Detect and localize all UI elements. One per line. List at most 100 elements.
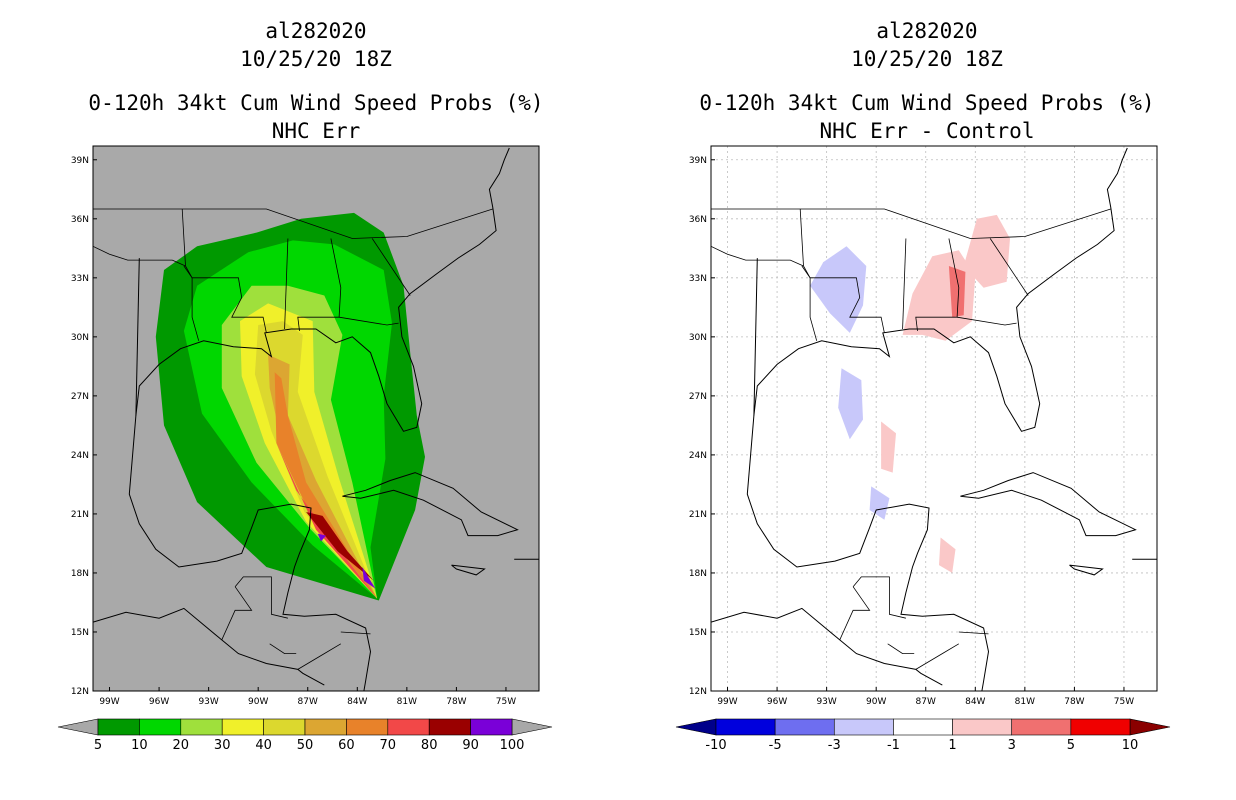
right-colorbar-swatch bbox=[952, 718, 1013, 736]
left-lon-tick-label: 99W bbox=[99, 697, 119, 707]
right-border bbox=[711, 208, 1111, 239]
left-lon-tick-label: 78W bbox=[446, 697, 466, 707]
right-colorbar-swatch bbox=[715, 718, 776, 736]
left-border bbox=[371, 238, 411, 296]
left-lat-tick-label: 30N bbox=[71, 333, 89, 343]
left-lon-tick-label: 87W bbox=[298, 697, 318, 707]
left-lon-tick-label: 93W bbox=[198, 697, 218, 707]
left-colorbar-label: 90 bbox=[462, 738, 479, 753]
right-datetime: 10/25/20 18Z bbox=[851, 47, 1003, 71]
right-border bbox=[957, 316, 1017, 326]
left-coastline bbox=[514, 558, 539, 573]
left-coastlines bbox=[93, 147, 539, 691]
right-axis-ticks: 39N 36N 33N 30N 27N 24N 21N 18N 15N 12N 99W 96W 93W 9… bbox=[689, 156, 1134, 707]
right-colorbar-swatch bbox=[893, 718, 953, 736]
right-subtitle: NHC Err - Control bbox=[820, 119, 1035, 143]
difference-region bbox=[948, 266, 966, 318]
left-lat-tick-label: 39N bbox=[71, 156, 89, 166]
right-colorbar-label: -10 bbox=[705, 738, 726, 753]
right-lon-tick-label: 96W bbox=[767, 697, 787, 707]
right-lat-tick-label: 15N bbox=[689, 628, 707, 638]
right-colorbar-label: -1 bbox=[887, 738, 900, 753]
right-colorbar-label: 10 bbox=[1122, 738, 1139, 753]
left-colorbar-swatch bbox=[97, 718, 140, 736]
right-lon-tick-label: 99W bbox=[717, 697, 737, 707]
left-colorbar-swatch bbox=[428, 718, 471, 736]
left-border bbox=[340, 631, 371, 635]
left-colorbar-swatch bbox=[304, 718, 347, 736]
right-border bbox=[799, 208, 818, 341]
left-colorbar-swatch bbox=[180, 718, 223, 736]
left-border bbox=[93, 245, 186, 267]
right-lat-tick-label: 12N bbox=[689, 687, 707, 697]
right-lat-tick-label: 21N bbox=[689, 510, 707, 520]
difference-regions bbox=[810, 214, 1010, 573]
left-lat-tick-label: 18N bbox=[71, 569, 89, 579]
right-lon-tick-label: 78W bbox=[1064, 697, 1084, 707]
left-colorbar-swatch bbox=[221, 718, 264, 736]
right-lat-tick-label: 33N bbox=[689, 274, 707, 284]
probability-contour-90-spot bbox=[317, 533, 326, 542]
left-border bbox=[234, 576, 288, 619]
left-lon-tick-label: 90W bbox=[248, 697, 268, 707]
right-storm-id: al282020 bbox=[876, 19, 977, 43]
right-coastline bbox=[746, 258, 990, 691]
left-colorbar-label: 40 bbox=[255, 738, 272, 753]
left-border bbox=[93, 208, 493, 239]
right-colorbar-under-arrow bbox=[675, 718, 717, 736]
right-colorbar-over-arrow bbox=[1129, 718, 1171, 736]
probability-contours bbox=[155, 212, 426, 601]
left-coastline bbox=[135, 147, 510, 432]
left-colorbar-label: 100 bbox=[500, 738, 525, 753]
left-border bbox=[297, 643, 342, 670]
right-lon-tick-label: 87W bbox=[916, 697, 936, 707]
right-border bbox=[902, 238, 907, 330]
right-lat-tick-label: 39N bbox=[689, 156, 707, 166]
left-colorbar-label: 20 bbox=[173, 738, 190, 753]
difference-region bbox=[838, 368, 863, 440]
right-colorbar-swatch bbox=[833, 718, 894, 736]
right-colorbar-label: 1 bbox=[948, 738, 956, 753]
right-coastline bbox=[1132, 558, 1157, 573]
left-colorbar-label: 50 bbox=[297, 738, 314, 753]
right-border bbox=[839, 586, 871, 640]
left-lat-tick-label: 36N bbox=[71, 215, 89, 225]
left-border bbox=[269, 643, 297, 654]
right-map-background bbox=[711, 146, 1157, 691]
left-coastline bbox=[93, 607, 325, 686]
left-map-frame bbox=[92, 145, 540, 692]
right-border bbox=[887, 643, 915, 654]
right-lat-tick-label: 30N bbox=[689, 333, 707, 343]
right-lat-tick-label: 36N bbox=[689, 215, 707, 225]
left-coastline bbox=[128, 258, 372, 691]
left-lat-tick-label: 12N bbox=[71, 687, 89, 697]
right-map-frame bbox=[710, 145, 1158, 692]
left-colorbar-under-arrow bbox=[57, 718, 99, 736]
left-map-panel: 39N 36N 33N 30N 27N 24N 21N 18N 15N 12N 99W 96W 93W 9… bbox=[71, 145, 540, 707]
left-colorbar-label: 70 bbox=[380, 738, 397, 753]
difference-region bbox=[810, 246, 867, 333]
left-border bbox=[221, 586, 253, 640]
left-colorbar-swatch bbox=[346, 718, 389, 736]
left-colorbar: 5 10 20 30 40 50 60 70 80 90 100 bbox=[57, 718, 553, 753]
right-colorbar-label: 3 bbox=[1008, 738, 1016, 753]
left-colorbar-label: 10 bbox=[131, 738, 148, 753]
left-lon-tick-label: 75W bbox=[496, 697, 516, 707]
right-colorbar-label: 5 bbox=[1067, 738, 1075, 753]
left-colorbar-swatch bbox=[470, 718, 513, 736]
difference-region bbox=[881, 421, 896, 473]
left-subtitle: NHC Err bbox=[272, 119, 361, 143]
left-lat-tick-label: 24N bbox=[71, 451, 89, 461]
left-border bbox=[181, 208, 200, 341]
right-lat-tick-label: 24N bbox=[689, 451, 707, 461]
left-lon-tick-label: 81W bbox=[397, 697, 417, 707]
left-datetime: 10/25/20 18Z bbox=[240, 47, 392, 71]
left-lat-tick-label: 21N bbox=[71, 510, 89, 520]
difference-region bbox=[869, 486, 890, 520]
right-border bbox=[711, 245, 804, 267]
left-colorbar-label: 60 bbox=[338, 738, 355, 753]
right-coastlines bbox=[711, 147, 1157, 691]
left-lon-tick-label: 84W bbox=[347, 697, 367, 707]
right-lat-tick-label: 18N bbox=[689, 569, 707, 579]
left-coastline bbox=[342, 472, 519, 537]
